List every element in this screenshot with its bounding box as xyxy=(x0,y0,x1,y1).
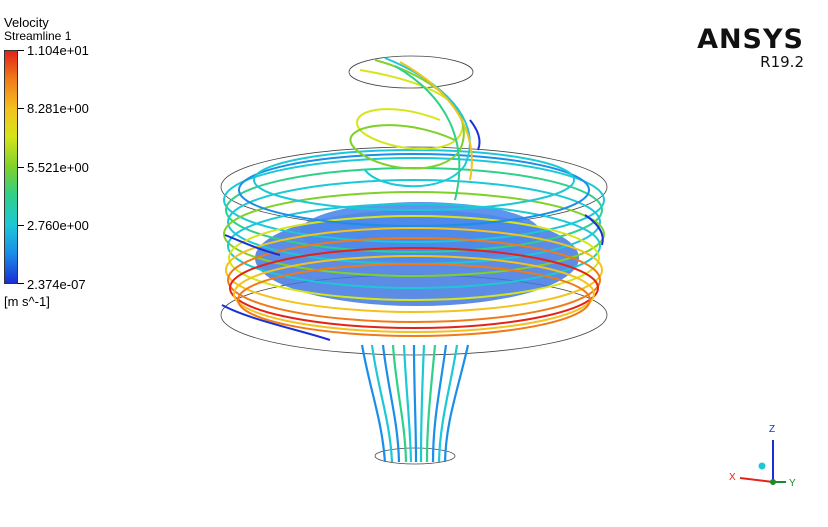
swirl-streamline xyxy=(227,203,601,289)
axis-triad xyxy=(739,440,786,485)
outlet-streamline xyxy=(399,61,473,181)
colorbar xyxy=(4,50,18,284)
inlet-streamline xyxy=(391,344,408,463)
wisp-streamline xyxy=(224,234,281,256)
swirl-streamline xyxy=(223,191,605,277)
inlet-streamlines xyxy=(360,344,470,463)
x-axis xyxy=(739,477,774,483)
legend-title: Velocity xyxy=(4,15,49,30)
inlet-streamline xyxy=(381,344,401,463)
legend-subtitle: Streamline 1 xyxy=(4,29,72,43)
chamber-streamlines xyxy=(223,149,605,337)
inlet-streamline xyxy=(431,344,448,463)
swirl-streamline xyxy=(229,247,599,329)
legend-tick xyxy=(18,283,24,284)
brand: ANSYS R19.2 xyxy=(697,24,804,71)
inlet-streamline xyxy=(412,344,418,463)
low-velocity-streamlines xyxy=(221,119,604,341)
legend-tick-label: 5.521e+00 xyxy=(27,160,89,175)
legend-units: [m s^-1] xyxy=(4,294,50,309)
swirl-streamline xyxy=(237,263,591,337)
inlet-streamline xyxy=(360,344,387,463)
legend-tick xyxy=(18,167,24,168)
legend-tick xyxy=(18,108,24,109)
wisp-streamline xyxy=(584,214,604,246)
wisp-streamline xyxy=(221,304,331,341)
inlet-streamline xyxy=(425,344,437,463)
triad-sphere xyxy=(758,462,766,470)
swirl-streamline xyxy=(225,227,603,313)
swirl-streamline xyxy=(227,237,601,323)
swirl-streamline xyxy=(228,215,600,301)
inlet-streamline xyxy=(370,344,394,463)
outlet-ring xyxy=(348,55,474,89)
brand-version: R19.2 xyxy=(760,53,804,71)
triad-origin xyxy=(770,479,776,485)
legend-tick-label: 1.104e+01 xyxy=(27,43,89,58)
swirl-streamline xyxy=(253,149,575,211)
triad-x-label: X xyxy=(729,472,736,483)
swirl-streamline xyxy=(223,157,605,243)
legend-tick xyxy=(18,225,24,226)
legend-tick-label: 8.281e+00 xyxy=(27,101,89,116)
inlet-streamline xyxy=(419,344,426,463)
inlet-streamline xyxy=(443,344,470,463)
triad-y-label: Y xyxy=(789,478,796,489)
outlet-streamline xyxy=(356,69,464,150)
inlet-streamline xyxy=(437,344,459,463)
outlet-streamlines xyxy=(349,57,473,201)
swirl-streamline xyxy=(233,255,595,333)
outlet-streamline xyxy=(349,59,465,170)
outlet-streamline xyxy=(394,65,461,201)
legend-tick-label: 2.374e-07 xyxy=(27,277,86,292)
inlet-streamline xyxy=(402,344,413,463)
swirl-streamline xyxy=(238,153,590,227)
brand-name: ANSYS xyxy=(697,24,804,55)
legend-tick xyxy=(18,50,24,51)
wisp-streamline xyxy=(469,119,481,151)
legend-tick-label: 2.760e+00 xyxy=(27,218,89,233)
triad-z-label: Z xyxy=(769,424,776,435)
